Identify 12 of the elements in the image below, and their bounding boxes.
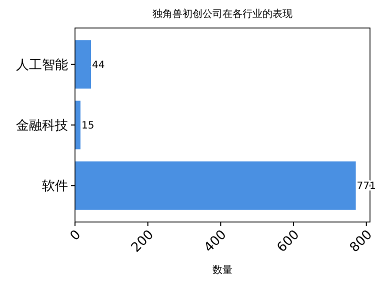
x-tick-label: 600 <box>274 227 303 256</box>
x-tick-label: 400 <box>202 227 230 256</box>
y-tick-label: 软件 <box>42 179 68 194</box>
x-tick-label: 0 <box>68 227 84 244</box>
data-label: 15 <box>81 120 94 132</box>
x-axis-title: 数量 <box>212 265 232 276</box>
data-label: 44 <box>92 60 105 71</box>
x-tick-label: 200 <box>128 227 157 256</box>
chart-title: 独角兽初创公司在各行业的表现 <box>152 8 292 20</box>
y-tick-label: 人工智能 <box>16 58 68 73</box>
y-tick-label: 金融科技 <box>16 118 68 134</box>
x-tick-label: 800 <box>347 227 376 256</box>
